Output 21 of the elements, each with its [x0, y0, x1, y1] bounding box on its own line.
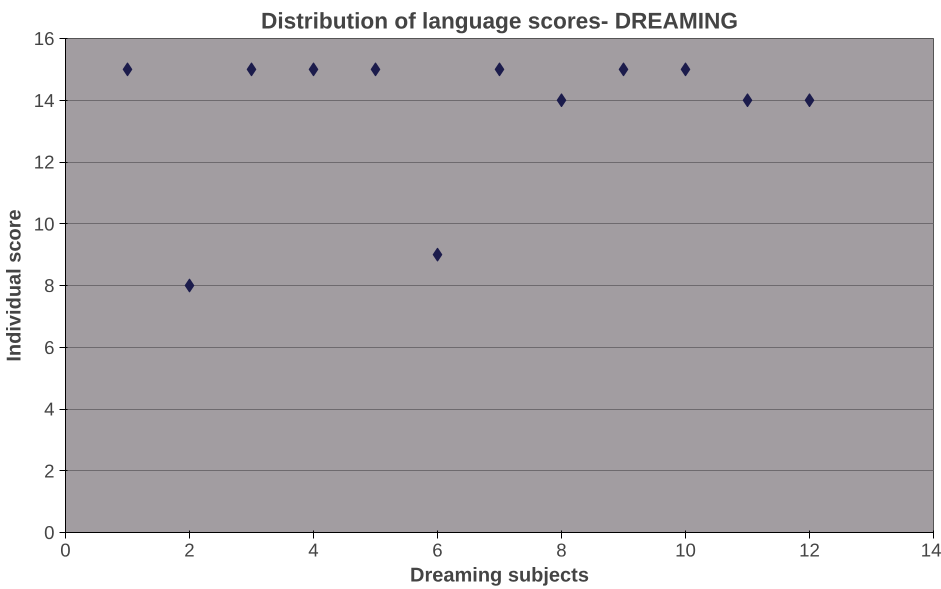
- y-tick-label: 2: [44, 460, 55, 482]
- x-tick-label: 6: [432, 540, 443, 560]
- y-tick-label: 16: [34, 28, 55, 49]
- y-tick-label: 6: [44, 336, 55, 358]
- x-tick-label: 4: [308, 540, 319, 560]
- y-tick-label: 0: [44, 522, 55, 543]
- y-tick-label: 10: [34, 213, 55, 234]
- point: [184, 278, 194, 292]
- chart-title: Distribution of language scores- DREAMING: [260, 8, 738, 34]
- x-tick-label: 10: [675, 540, 696, 560]
- x-tick-label: 8: [556, 540, 567, 560]
- y-tick-label: 8: [44, 275, 55, 296]
- y-tick-label: 12: [34, 152, 55, 172]
- x-tick-label: 12: [799, 540, 820, 560]
- y-tick-label: 4: [44, 398, 55, 420]
- y-axis-title: Individual score: [4, 209, 26, 362]
- y-tick-label: 14: [34, 90, 55, 111]
- x-axis-title: Dreaming subjects: [410, 564, 589, 586]
- x-tick-label: 14: [920, 540, 941, 560]
- x-tick-label: 2: [184, 540, 195, 560]
- x-tick-label: 0: [60, 540, 71, 560]
